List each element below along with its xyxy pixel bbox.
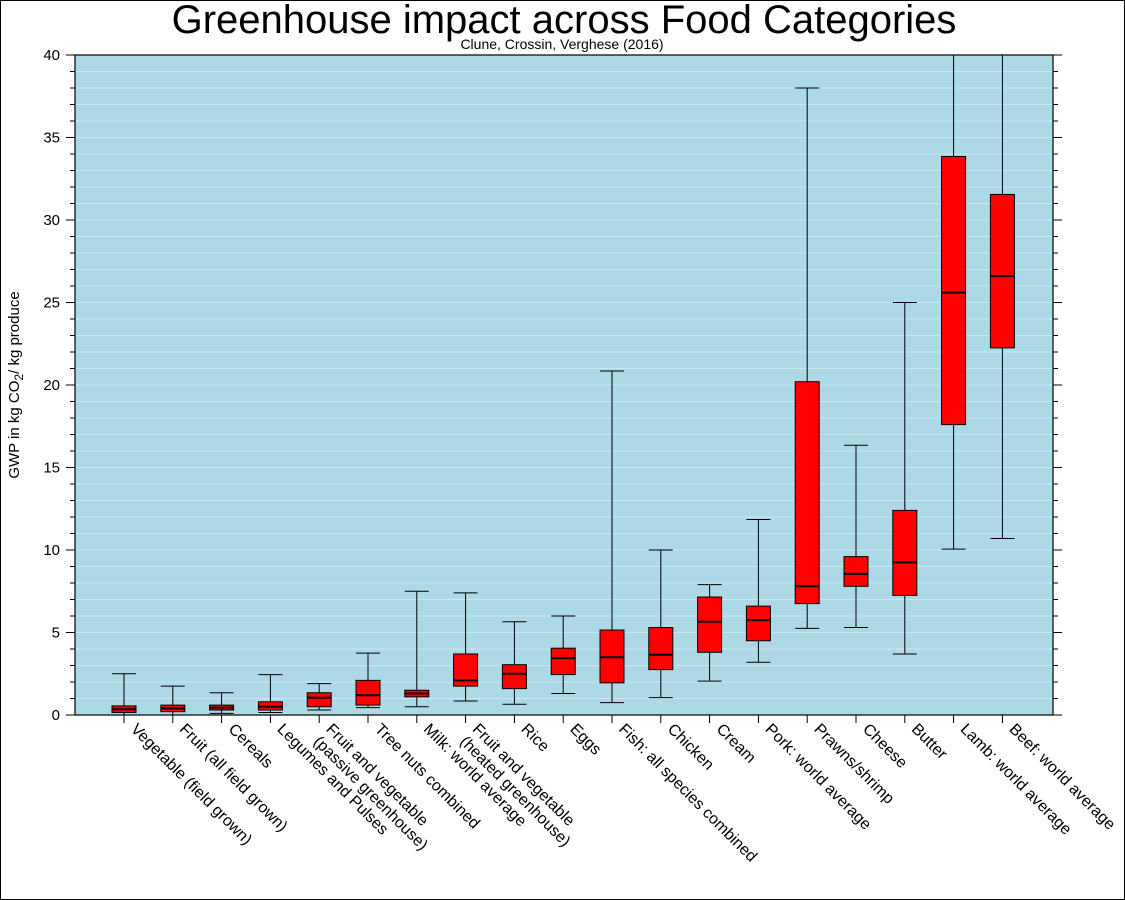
box-group: [648, 549, 674, 699]
box: [745, 605, 771, 642]
box: [501, 664, 527, 690]
x-tick-label: Butter: [908, 721, 951, 764]
y-tick-label: 25: [43, 295, 60, 312]
y-tick-label: 0: [52, 707, 60, 724]
box-group: [599, 370, 625, 704]
box-group: [550, 615, 576, 695]
box-group: [843, 444, 869, 629]
box-group: [306, 683, 332, 711]
box-group: [794, 87, 820, 629]
box-group: [697, 584, 723, 682]
y-tick-label: 40: [43, 47, 60, 64]
y-axis-label: GWP in kg CO2/ kg produce: [6, 291, 26, 478]
x-axis: Vegetable (field grown)Fruit (all field …: [123, 715, 1118, 866]
box-group: [745, 518, 771, 663]
chart-title: Greenhouse impact across Food Categories: [172, 0, 957, 42]
y-tick-label: 5: [52, 625, 60, 642]
gridlines: [75, 71, 1053, 699]
y-tick-label: 35: [43, 130, 60, 147]
x-tick-label-line: Cream: [713, 721, 759, 767]
x-tick-label: Eggs: [566, 721, 604, 759]
boxes-layer: [111, 55, 1015, 716]
box-group: [209, 692, 235, 714]
box: [892, 509, 918, 596]
box-group: [501, 621, 527, 705]
box-group: [257, 674, 283, 714]
y-tick-label: 30: [43, 212, 60, 229]
box-group: [453, 592, 479, 702]
y-tick-label: 10: [43, 542, 60, 559]
box: [306, 692, 332, 708]
box: [989, 193, 1015, 349]
y-tick-label: 15: [43, 460, 60, 477]
y-axis-label-main: GWP in kg CO: [6, 381, 23, 479]
box-group: [941, 55, 967, 550]
x-tick-label-line: Butter: [908, 721, 951, 764]
box: [794, 381, 820, 605]
box-group: [404, 590, 430, 708]
x-tick-label-line: (heated greenhouse): [456, 733, 573, 850]
y-axis-label-subscript: 2: [12, 374, 26, 381]
x-tick-label-line: Eggs: [566, 721, 604, 759]
y-axis-label-end: / kg produce: [6, 291, 23, 374]
box: [355, 679, 381, 706]
x-tick-label: Cream: [713, 721, 759, 767]
box-group: [355, 652, 381, 709]
y-tick-label: 20: [43, 377, 60, 394]
box: [941, 155, 967, 426]
box-group: [892, 302, 918, 655]
box-group: [989, 55, 1015, 539]
box: [697, 596, 723, 653]
x-tick-label-line: Rice: [518, 721, 553, 756]
y-axis: 0 5 10 15 20 25 30 35 40: [43, 47, 1062, 724]
box: [550, 647, 576, 676]
box: [843, 556, 869, 587]
chart-subtitle: Clune, Crossin, Verghese (2016): [460, 36, 663, 52]
x-tick-label: Rice: [518, 721, 553, 756]
box: [648, 627, 674, 671]
